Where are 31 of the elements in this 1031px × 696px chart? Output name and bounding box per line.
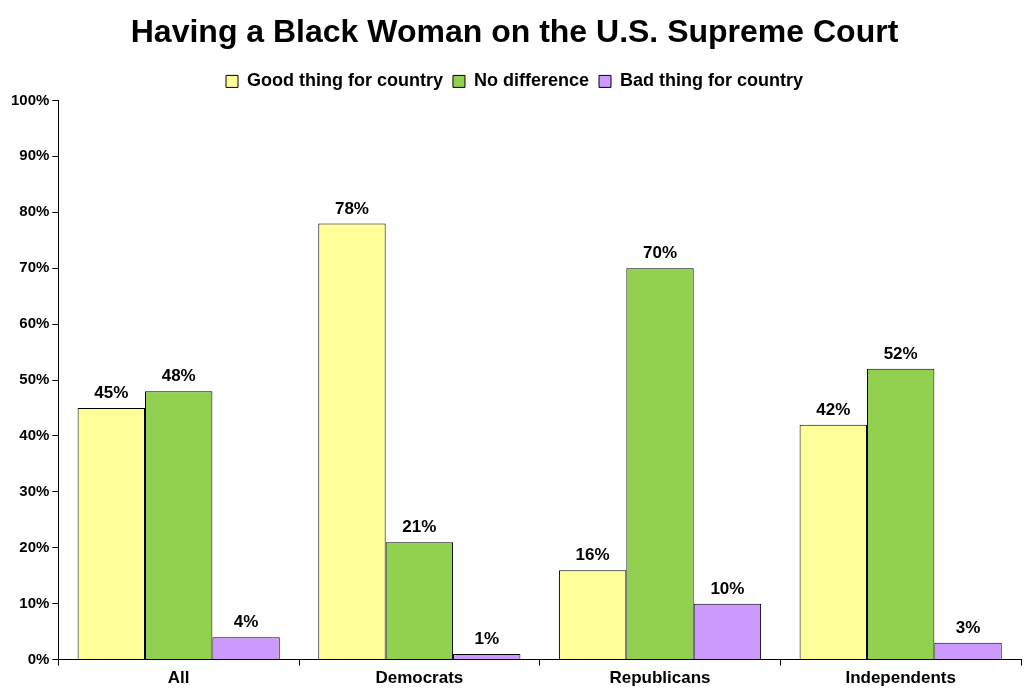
y-tick-label: 10% <box>19 593 50 611</box>
text: 3% <box>955 618 981 638</box>
y-tick-label: 90% <box>19 146 50 164</box>
y-tick-label: 100% <box>10 90 50 108</box>
x-tick-label: Democrats <box>375 668 464 688</box>
text: 70% <box>643 243 678 263</box>
x-tick-label: Independents <box>845 668 956 688</box>
y-tick-label: 30% <box>19 481 50 499</box>
y-tick-label: 0% <box>27 649 50 667</box>
y-tick-label: 80% <box>19 202 50 220</box>
legend-label: No difference <box>473 70 590 91</box>
y-tick-label: 40% <box>19 426 50 444</box>
chart-title: Having a Black Woman on the U.S. Supreme Court <box>130 13 899 50</box>
text: 52% <box>883 344 918 363</box>
y-tick-label: 70% <box>19 258 50 276</box>
y-tick-label: 60% <box>19 314 50 332</box>
text: 10% <box>710 578 745 598</box>
legend-label: Bad thing for country <box>620 70 803 91</box>
text: 78% <box>334 198 369 218</box>
text: 21% <box>402 517 437 537</box>
text: 1% <box>474 629 500 649</box>
y-tick-label: 20% <box>19 537 50 555</box>
x-tick-label: Republicans <box>609 668 711 688</box>
y-tick-label: 50% <box>19 370 50 388</box>
text: 42% <box>816 399 851 419</box>
text: 4% <box>233 612 259 632</box>
text: 48% <box>161 366 196 386</box>
text: 16% <box>575 545 610 565</box>
x-tick-label: All <box>167 668 190 688</box>
text: 45% <box>94 383 129 403</box>
legend-label: Good thing for country <box>247 70 443 91</box>
